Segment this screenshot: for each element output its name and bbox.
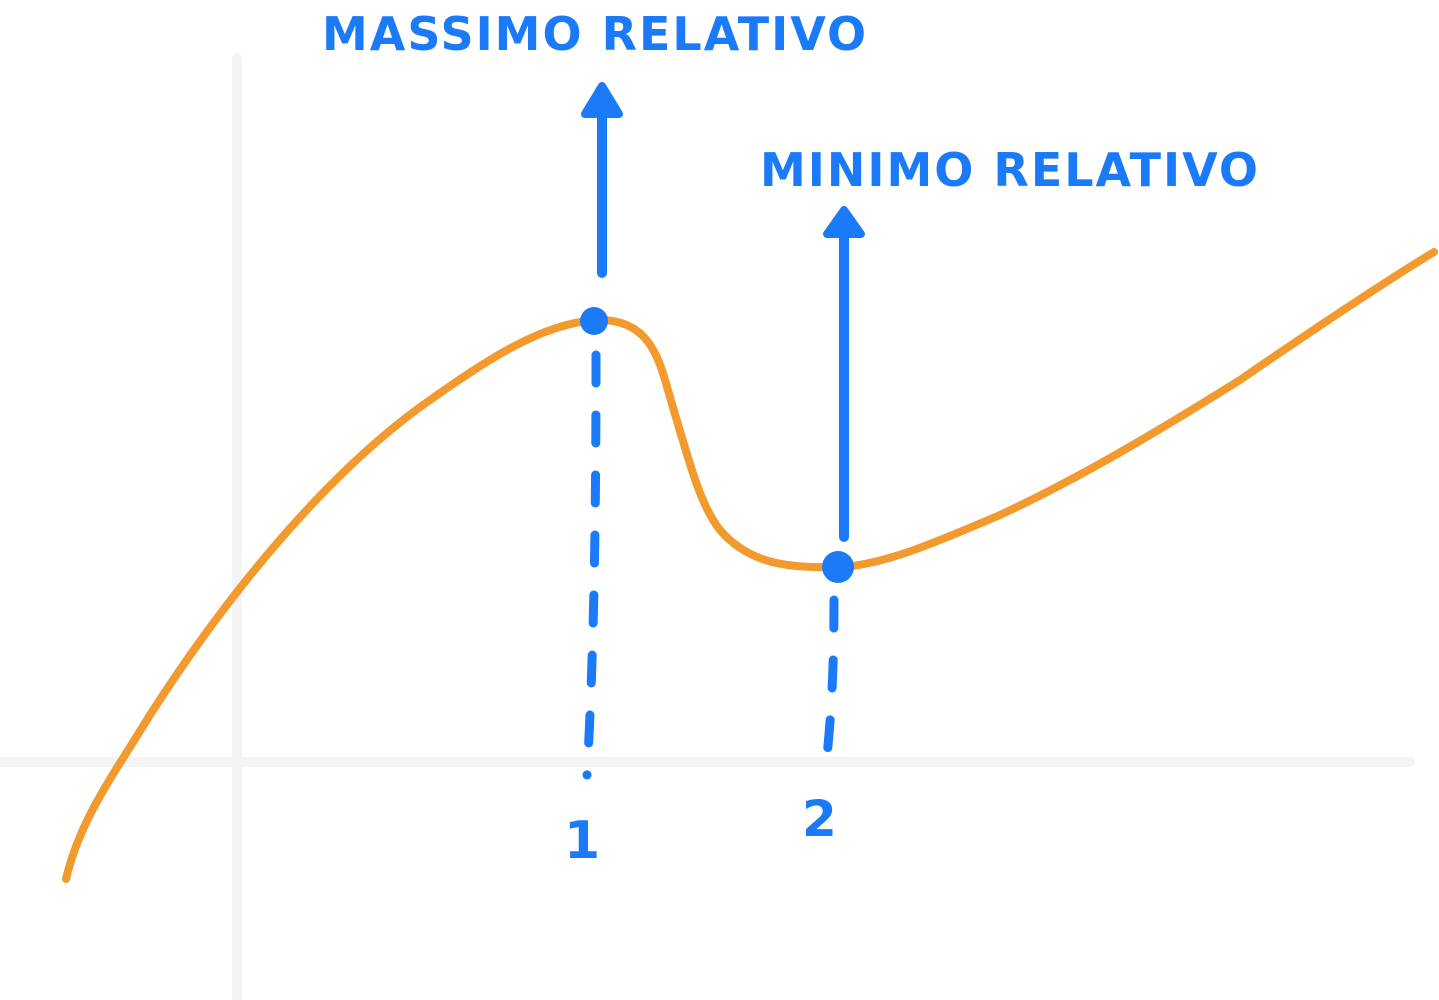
function-curve [62, 248, 1438, 883]
arrow-up-icon [581, 82, 623, 118]
guide-lines [582, 350, 839, 780]
guide-line-min [821, 595, 839, 770]
arrow-min [823, 206, 865, 542]
axes [0, 53, 1415, 1000]
arrow-up-icon [823, 206, 865, 238]
tick-label-1: 1 [564, 811, 602, 871]
tick-label-2: 2 [802, 790, 839, 848]
arrow-max [581, 82, 623, 278]
min-label: MINIMO RELATIVO [760, 143, 1260, 197]
guide-line-max [582, 350, 601, 780]
min-point-dot [822, 551, 854, 583]
max-point-dot [580, 307, 608, 335]
max-label: MASSIMO RELATIVO [322, 7, 868, 61]
